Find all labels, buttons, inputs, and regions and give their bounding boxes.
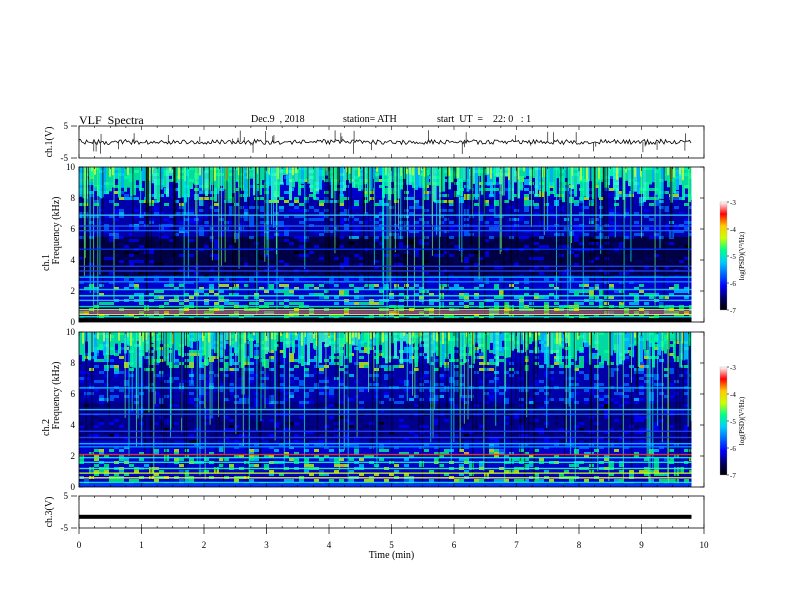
ch2-spectrogram-colorbar-tick: -5: [730, 418, 736, 426]
ch1-spectrogram-ytick: 10: [66, 162, 76, 172]
ch2-spectrogram-colorbar-tick: -7: [730, 472, 736, 480]
ch3-waveform-frame: [78, 495, 705, 529]
ch1-spectrogram-ytick: 0: [71, 317, 76, 327]
station-label: station= ATH: [343, 114, 397, 125]
ch1-waveform-ytick: -5: [61, 153, 69, 163]
xtick-label: 8: [577, 540, 582, 550]
ch1-spectrogram-colorbar-tick: -3: [730, 199, 736, 207]
xtick-label: 10: [700, 540, 710, 550]
ch1-spectrogram-image: [79, 167, 692, 322]
ch2-spectrogram-image: [79, 332, 692, 487]
ch2-spectrogram-ytick: 8: [71, 358, 76, 368]
xtick-label: 4: [327, 540, 332, 550]
ch2-spectrogram-ytick: 10: [66, 327, 76, 337]
ch1-waveform-trace: [78, 138, 692, 146]
ch2-spectrogram-colorbar-tick: -4: [730, 391, 736, 399]
ch2-spectrogram-ylabel: Frequency (kHz): [51, 361, 62, 429]
ch2-spectrogram-colorbar-tick: -6: [730, 445, 736, 453]
ch2-spectrogram: [79, 332, 692, 487]
ch1-spectrogram: [79, 167, 692, 322]
ch3-waveform-ytick: -5: [61, 523, 69, 533]
ch2-spectrogram-ytick: 4: [71, 420, 76, 430]
ch1-spectrogram-ytick: 8: [71, 193, 76, 203]
ch1-spectrogram-colorbar: [719, 201, 728, 311]
xtick-label: 3: [264, 540, 269, 550]
ch2-spectrogram-ytick: 0: [71, 482, 76, 492]
ch2-spectrogram-colorbar-tick: -3: [730, 364, 736, 372]
ch1-spectrogram-channel-label: ch.1: [41, 254, 52, 271]
ch1-spectrogram-ytick: 6: [71, 224, 76, 234]
chart-title: VLF Spectra: [79, 113, 144, 127]
ch2-spectrogram-channel-label: ch.2: [41, 419, 52, 436]
ch1-spectrogram-colorbar-tick: -4: [730, 226, 736, 234]
ch1-spectrogram-colorbar-tick: -7: [730, 307, 736, 315]
ch1-spectrogram-ytick: 2: [71, 286, 76, 296]
ch2-spectrogram-colorbar-label: log(PSD)(V²/Hz): [738, 396, 746, 445]
xtick-label: 7: [514, 540, 519, 550]
ch1-spectrogram-ytick: 4: [71, 255, 76, 265]
xtick-label: 0: [77, 540, 82, 550]
ch1-spectrogram-colorbar-tick: -6: [730, 280, 736, 288]
xtick-label: 2: [202, 540, 207, 550]
ch1-spectrogram-colorbar-label: log(PSD)(V²/Hz): [738, 231, 746, 280]
xtick-label: 5: [389, 540, 394, 550]
xtick-label: 9: [639, 540, 644, 550]
ch1-waveform-ylabel: ch.1(V): [44, 127, 55, 158]
ch1-waveform-ytick: 5: [64, 121, 69, 131]
ch1-spectrogram-colorbar-tick: -5: [730, 253, 736, 261]
ch3-waveform-ytick: 5: [64, 491, 69, 501]
ch2-spectrogram-ytick: 6: [71, 389, 76, 399]
xtick-label: 1: [139, 540, 144, 550]
date-label: Dec.9 , 2018: [251, 114, 305, 125]
ch2-spectrogram-colorbar: [719, 366, 728, 476]
ch3-waveform-ylabel: ch.3(V): [44, 497, 55, 528]
xtick-label: 6: [452, 540, 457, 550]
ch3-waveform-trace: [79, 514, 692, 519]
x-axis-label: Time (min): [369, 550, 414, 561]
ch2-spectrogram-ytick: 2: [71, 451, 76, 461]
start-time-label: start UT = 22: 0 : 1: [437, 114, 532, 125]
ch1-spectrogram-ylabel: Frequency (kHz): [51, 196, 62, 264]
